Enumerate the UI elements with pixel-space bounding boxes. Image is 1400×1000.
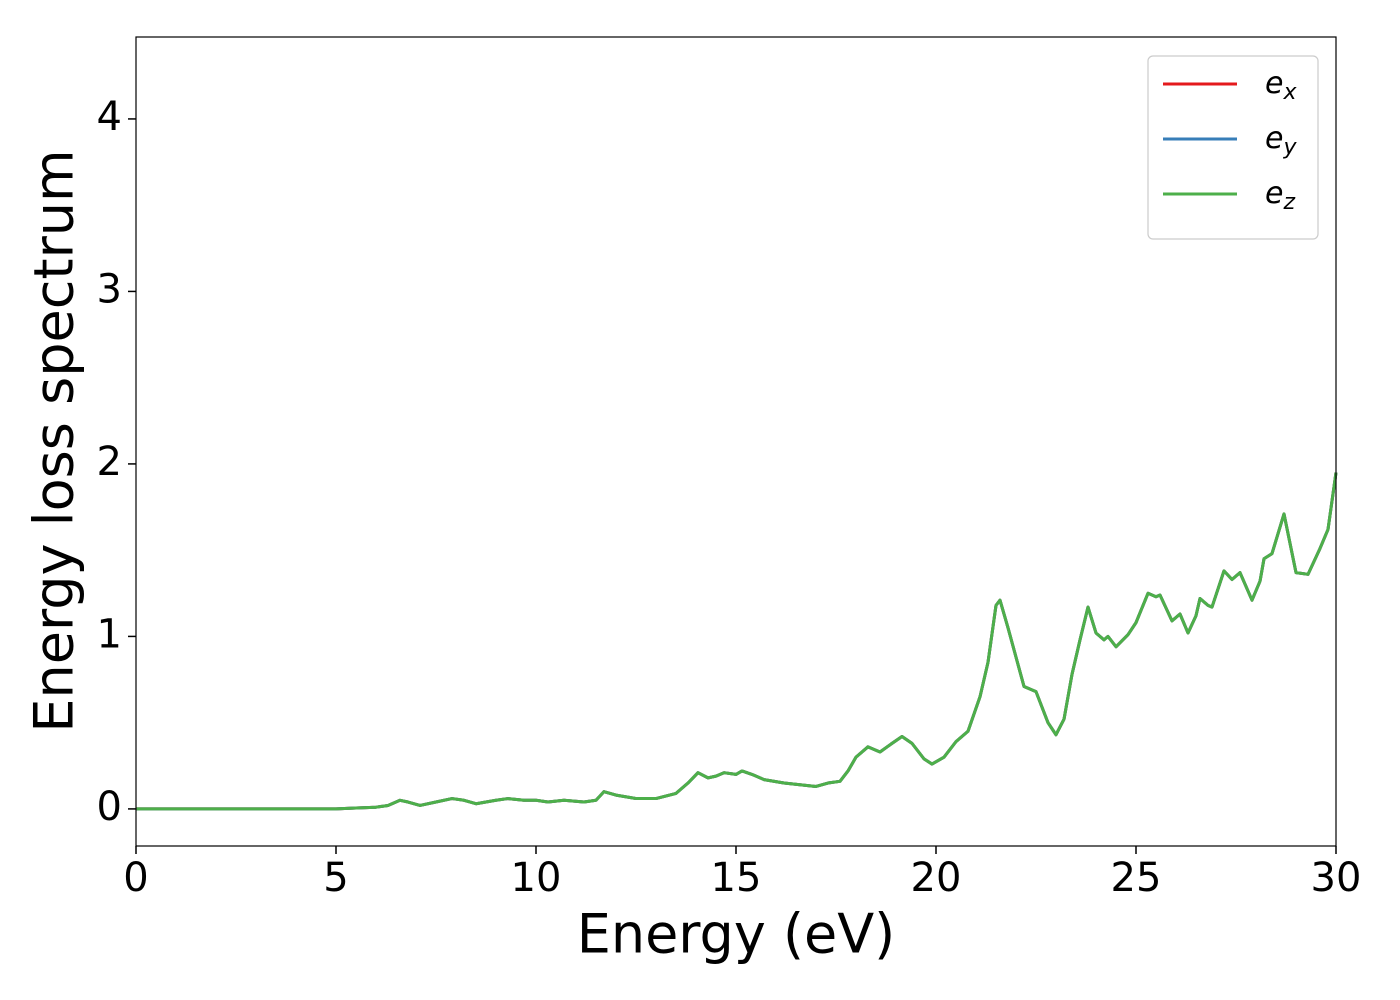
y-tick-label: 3 (97, 266, 122, 312)
legend-label: ez (1265, 176, 1295, 216)
x-tick-label: 10 (511, 855, 562, 901)
x-tick-label: 30 (1311, 855, 1362, 901)
x-tick-label: 5 (323, 855, 348, 901)
x-tick-label: 15 (711, 855, 762, 901)
y-tick-label: 2 (97, 439, 122, 485)
data-line (136, 472, 1338, 811)
data-line (136, 472, 1338, 811)
x-tick-label: 25 (1111, 855, 1162, 901)
legend-label: ey (1265, 121, 1297, 161)
legend-label: ex (1265, 66, 1297, 106)
data-line (136, 472, 1338, 811)
y-tick-label: 0 (97, 784, 122, 830)
y-tick-label: 4 (97, 94, 122, 140)
plot-frame (135, 36, 1337, 847)
x-axis-label: Energy (eV) (577, 903, 896, 966)
x-tick-label: 20 (911, 855, 962, 901)
y-tick-label: 1 (97, 611, 122, 657)
y-axis-label: Energy loss spectrum (23, 149, 86, 732)
x-tick-label: 0 (123, 855, 148, 901)
